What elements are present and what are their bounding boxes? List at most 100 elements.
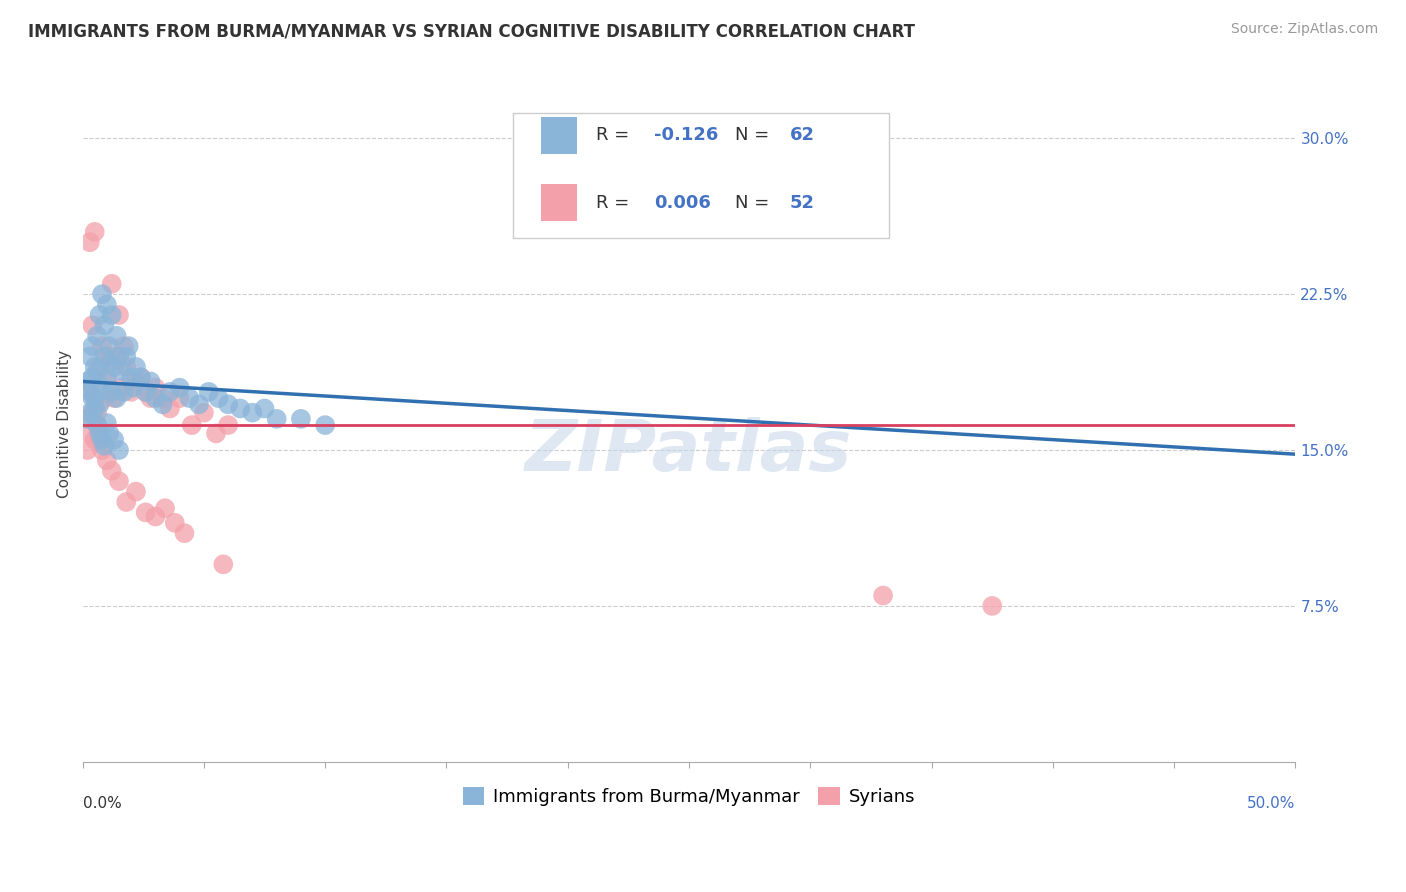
Point <box>145 381 167 395</box>
Point <box>173 526 195 541</box>
Point <box>193 406 215 420</box>
Point <box>217 418 239 433</box>
Point <box>83 391 105 405</box>
Text: ZIPatlas: ZIPatlas <box>526 417 852 485</box>
Point <box>153 501 176 516</box>
Point <box>108 443 131 458</box>
Point <box>93 350 115 364</box>
Point <box>108 350 131 364</box>
Point <box>86 418 108 433</box>
Point <box>112 339 135 353</box>
Text: 52: 52 <box>790 194 814 212</box>
Text: N =: N = <box>735 127 775 145</box>
Point <box>145 391 167 405</box>
Point <box>110 364 132 378</box>
Point <box>163 516 186 530</box>
Point <box>242 406 264 420</box>
Point <box>98 426 121 441</box>
Point <box>159 401 181 416</box>
Point <box>91 433 114 447</box>
Point <box>76 412 98 426</box>
Point <box>145 509 167 524</box>
Point <box>217 397 239 411</box>
Point <box>82 339 104 353</box>
Point <box>103 359 125 374</box>
Point <box>169 391 191 405</box>
Text: 62: 62 <box>790 127 814 145</box>
FancyBboxPatch shape <box>513 113 889 238</box>
Point <box>89 359 111 374</box>
Point <box>115 359 138 374</box>
Point <box>103 433 125 447</box>
Point <box>86 406 108 420</box>
Text: -0.126: -0.126 <box>654 127 718 145</box>
Point <box>76 412 98 426</box>
Point <box>79 384 101 399</box>
Point <box>79 235 101 250</box>
Point <box>83 433 105 447</box>
Point <box>112 384 135 399</box>
Point <box>76 375 98 389</box>
Point <box>981 599 1004 613</box>
FancyBboxPatch shape <box>541 185 578 221</box>
Point <box>98 339 121 353</box>
Point <box>180 418 202 433</box>
Point <box>100 384 122 399</box>
Point <box>105 328 128 343</box>
Text: 50.0%: 50.0% <box>1247 796 1295 811</box>
Point <box>105 350 128 364</box>
Point <box>129 370 152 384</box>
Text: IMMIGRANTS FROM BURMA/MYANMAR VS SYRIAN COGNITIVE DISABILITY CORRELATION CHART: IMMIGRANTS FROM BURMA/MYANMAR VS SYRIAN … <box>28 22 915 40</box>
Text: Source: ZipAtlas.com: Source: ZipAtlas.com <box>1230 22 1378 37</box>
Point <box>110 381 132 395</box>
Text: R =: R = <box>596 127 634 145</box>
Point <box>118 339 141 353</box>
Point <box>83 359 105 374</box>
Text: R =: R = <box>596 194 634 212</box>
Point <box>253 401 276 416</box>
Point <box>93 439 115 453</box>
Point <box>188 397 211 411</box>
FancyBboxPatch shape <box>541 117 578 154</box>
Point <box>197 384 219 399</box>
Text: 0.0%: 0.0% <box>83 796 121 811</box>
Point <box>135 384 157 399</box>
Point <box>89 433 111 447</box>
Point <box>139 375 162 389</box>
Point <box>96 297 118 311</box>
Point <box>108 308 131 322</box>
Text: N =: N = <box>735 194 775 212</box>
Point <box>108 474 131 488</box>
Text: 0.006: 0.006 <box>654 194 710 212</box>
Point <box>96 416 118 430</box>
Point <box>100 277 122 291</box>
Point <box>139 391 162 405</box>
Point <box>96 453 118 467</box>
Point <box>93 318 115 333</box>
Point <box>120 370 142 384</box>
Point <box>83 391 105 405</box>
Point <box>125 484 148 499</box>
Point <box>89 308 111 322</box>
Point <box>79 350 101 364</box>
Point <box>76 443 98 458</box>
Point <box>96 375 118 389</box>
Point <box>100 308 122 322</box>
Point <box>79 381 101 395</box>
Point <box>82 318 104 333</box>
Point <box>212 558 235 572</box>
Point <box>266 412 288 426</box>
Point <box>115 350 138 364</box>
Point <box>86 364 108 378</box>
Point <box>105 391 128 405</box>
Point <box>872 589 894 603</box>
Point <box>96 370 118 384</box>
Point <box>83 225 105 239</box>
Point <box>135 384 157 399</box>
Point <box>93 391 115 405</box>
Point <box>179 391 201 405</box>
Point <box>169 381 191 395</box>
Point <box>98 350 121 364</box>
Point <box>135 505 157 519</box>
Point <box>82 406 104 420</box>
